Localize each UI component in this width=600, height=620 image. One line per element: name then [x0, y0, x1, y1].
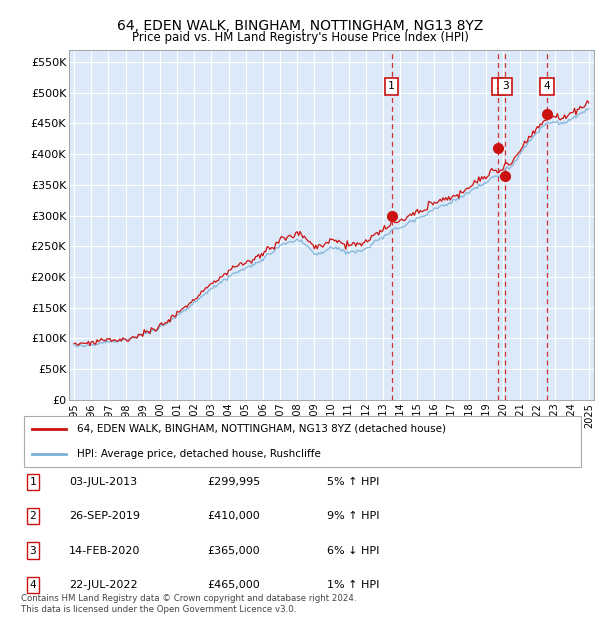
FancyBboxPatch shape: [24, 417, 581, 467]
Text: 64, EDEN WALK, BINGHAM, NOTTINGHAM, NG13 8YZ (detached house): 64, EDEN WALK, BINGHAM, NOTTINGHAM, NG13…: [77, 423, 446, 433]
Text: 3: 3: [502, 81, 509, 92]
Text: 2: 2: [29, 511, 37, 521]
Text: 5% ↑ HPI: 5% ↑ HPI: [327, 477, 379, 487]
Text: HPI: Average price, detached house, Rushcliffe: HPI: Average price, detached house, Rush…: [77, 450, 321, 459]
Text: £410,000: £410,000: [207, 511, 260, 521]
Text: 1% ↑ HPI: 1% ↑ HPI: [327, 580, 379, 590]
Text: 1: 1: [29, 477, 37, 487]
Text: £465,000: £465,000: [207, 580, 260, 590]
Text: Price paid vs. HM Land Registry's House Price Index (HPI): Price paid vs. HM Land Registry's House …: [131, 31, 469, 44]
Text: 1: 1: [388, 81, 395, 92]
Text: 9% ↑ HPI: 9% ↑ HPI: [327, 511, 380, 521]
Text: 4: 4: [544, 81, 550, 92]
Text: 03-JUL-2013: 03-JUL-2013: [69, 477, 137, 487]
Text: 4: 4: [29, 580, 37, 590]
Text: 6% ↓ HPI: 6% ↓ HPI: [327, 546, 379, 556]
Text: £299,995: £299,995: [207, 477, 260, 487]
Text: 22-JUL-2022: 22-JUL-2022: [69, 580, 137, 590]
Text: 2: 2: [495, 81, 502, 92]
Text: 3: 3: [29, 546, 37, 556]
Text: £365,000: £365,000: [207, 546, 260, 556]
Text: 26-SEP-2019: 26-SEP-2019: [69, 511, 140, 521]
Text: Contains HM Land Registry data © Crown copyright and database right 2024.
This d: Contains HM Land Registry data © Crown c…: [21, 595, 356, 614]
Text: 64, EDEN WALK, BINGHAM, NOTTINGHAM, NG13 8YZ: 64, EDEN WALK, BINGHAM, NOTTINGHAM, NG13…: [117, 19, 483, 33]
Text: 14-FEB-2020: 14-FEB-2020: [69, 546, 140, 556]
